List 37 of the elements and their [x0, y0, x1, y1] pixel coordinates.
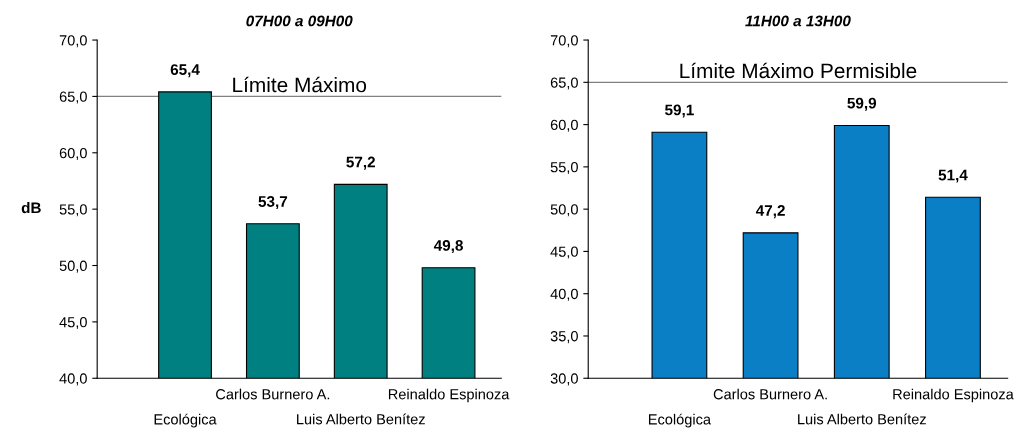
y-tick-label: 40,0 [550, 288, 578, 301]
data-label: 51,4 [938, 169, 968, 183]
x-tick-label: Ecológica [648, 413, 712, 428]
y-tick-label: 30,0 [550, 373, 578, 386]
y-tick-label: 70,0 [59, 35, 87, 48]
x-tick-label: Carlos Burnero A. [713, 388, 827, 400]
data-label: 53,7 [258, 196, 288, 210]
data-label: 47,2 [755, 205, 785, 219]
data-label: 57,2 [346, 156, 375, 170]
x-tick-label: Carlos Burnero A. [216, 388, 330, 400]
y-tick-label: 45,0 [550, 246, 578, 259]
y-tick-label: 55,0 [550, 161, 578, 175]
data-label: 59,9 [847, 97, 877, 111]
y-tick-label: 40,0 [59, 373, 87, 386]
ref-line-label: Límite Máximo Permisible [680, 62, 917, 79]
x-tick-label: Reinaldo Espinoza [388, 388, 510, 403]
y-tick-label: 35,0 [550, 331, 578, 344]
ref-line-label: Límite Máximo [233, 76, 367, 93]
y-tick-label: 45,0 [59, 316, 87, 330]
y-tick-label: 50,0 [59, 260, 87, 273]
chart-title: 07H00 a 09H00 [246, 15, 353, 27]
y-tick-label: 65,0 [550, 77, 578, 90]
x-tick-label: Ecológica [154, 413, 217, 428]
chart-title: 11H00 a 13H00 [745, 15, 851, 27]
x-tick-label: Reinaldo Espinoza [893, 388, 1014, 403]
data-label: 59,1 [665, 104, 694, 118]
data-label: 65,4 [170, 64, 200, 78]
data-label: 49,8 [433, 240, 463, 254]
y-tick-label: 60,0 [550, 119, 578, 132]
x-tick-label: Luis Alberto Benítez [798, 413, 926, 425]
y-tick-label: 70,0 [550, 35, 578, 48]
y-axis-title: dB [21, 202, 41, 214]
y-tick-label: 60,0 [59, 147, 87, 160]
x-tick-label: Luis Alberto Benítez [297, 413, 425, 425]
y-tick-label: 65,0 [59, 91, 87, 104]
y-tick-label: 55,0 [59, 204, 87, 217]
y-tick-label: 50,0 [550, 204, 578, 217]
